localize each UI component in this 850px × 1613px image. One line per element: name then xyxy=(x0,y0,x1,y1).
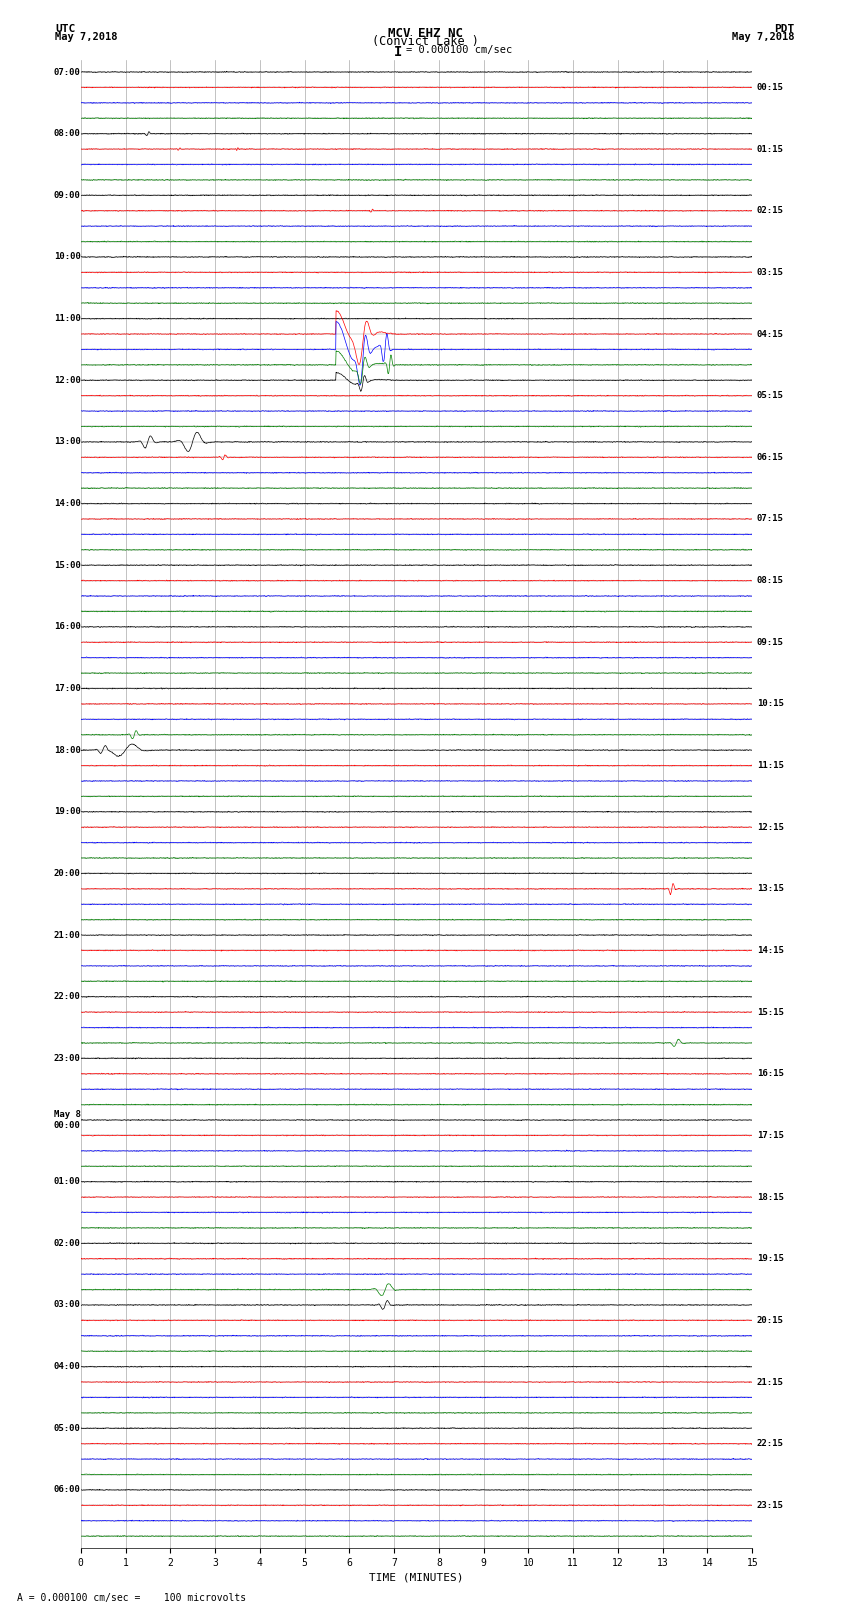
Text: 14:15: 14:15 xyxy=(756,945,784,955)
Text: 04:00: 04:00 xyxy=(54,1361,81,1371)
Text: = 0.000100 cm/sec: = 0.000100 cm/sec xyxy=(406,45,513,55)
Text: 02:00: 02:00 xyxy=(54,1239,81,1248)
Text: 12:15: 12:15 xyxy=(756,823,784,832)
Text: 09:00: 09:00 xyxy=(54,190,81,200)
X-axis label: TIME (MINUTES): TIME (MINUTES) xyxy=(369,1573,464,1582)
Text: (Convict Lake ): (Convict Lake ) xyxy=(371,35,479,48)
Text: MCV EHZ NC: MCV EHZ NC xyxy=(388,27,462,40)
Text: 13:15: 13:15 xyxy=(756,884,784,894)
Text: 22:00: 22:00 xyxy=(54,992,81,1002)
Text: 16:00: 16:00 xyxy=(54,623,81,631)
Text: 19:15: 19:15 xyxy=(756,1255,784,1263)
Text: 05:00: 05:00 xyxy=(54,1424,81,1432)
Text: I: I xyxy=(394,45,402,60)
Text: 20:00: 20:00 xyxy=(54,869,81,877)
Text: 17:15: 17:15 xyxy=(756,1131,784,1140)
Text: 23:15: 23:15 xyxy=(756,1500,784,1510)
Text: 03:15: 03:15 xyxy=(756,268,784,277)
Text: 13:00: 13:00 xyxy=(54,437,81,447)
Text: 20:15: 20:15 xyxy=(756,1316,784,1324)
Text: 07:00: 07:00 xyxy=(54,68,81,76)
Text: 12:00: 12:00 xyxy=(54,376,81,386)
Text: 17:00: 17:00 xyxy=(54,684,81,694)
Text: 22:15: 22:15 xyxy=(756,1439,784,1448)
Text: 21:00: 21:00 xyxy=(54,931,81,940)
Text: 08:00: 08:00 xyxy=(54,129,81,139)
Text: PDT: PDT xyxy=(774,24,795,34)
Text: 01:15: 01:15 xyxy=(756,145,784,153)
Text: UTC: UTC xyxy=(55,24,76,34)
Text: 15:15: 15:15 xyxy=(756,1008,784,1016)
Text: 11:00: 11:00 xyxy=(54,315,81,323)
Text: 14:00: 14:00 xyxy=(54,498,81,508)
Text: 09:15: 09:15 xyxy=(756,637,784,647)
Text: May 8
00:00: May 8 00:00 xyxy=(54,1110,81,1129)
Text: 06:00: 06:00 xyxy=(54,1486,81,1494)
Text: May 7,2018: May 7,2018 xyxy=(732,32,795,42)
Text: 18:15: 18:15 xyxy=(756,1192,784,1202)
Text: 15:00: 15:00 xyxy=(54,561,81,569)
Text: 19:00: 19:00 xyxy=(54,806,81,816)
Text: 11:15: 11:15 xyxy=(756,761,784,769)
Text: 05:15: 05:15 xyxy=(756,392,784,400)
Text: 18:00: 18:00 xyxy=(54,745,81,755)
Text: 00:15: 00:15 xyxy=(756,82,784,92)
Text: May 7,2018: May 7,2018 xyxy=(55,32,118,42)
Text: 04:15: 04:15 xyxy=(756,329,784,339)
Text: 06:15: 06:15 xyxy=(756,453,784,461)
Text: 21:15: 21:15 xyxy=(756,1378,784,1387)
Text: 03:00: 03:00 xyxy=(54,1300,81,1310)
Text: 02:15: 02:15 xyxy=(756,206,784,215)
Text: 08:15: 08:15 xyxy=(756,576,784,586)
Text: 10:00: 10:00 xyxy=(54,253,81,261)
Text: 07:15: 07:15 xyxy=(756,515,784,524)
Text: A = 0.000100 cm/sec =    100 microvolts: A = 0.000100 cm/sec = 100 microvolts xyxy=(17,1594,246,1603)
Text: 01:00: 01:00 xyxy=(54,1177,81,1186)
Text: 10:15: 10:15 xyxy=(756,700,784,708)
Text: 16:15: 16:15 xyxy=(756,1069,784,1077)
Text: 23:00: 23:00 xyxy=(54,1053,81,1063)
